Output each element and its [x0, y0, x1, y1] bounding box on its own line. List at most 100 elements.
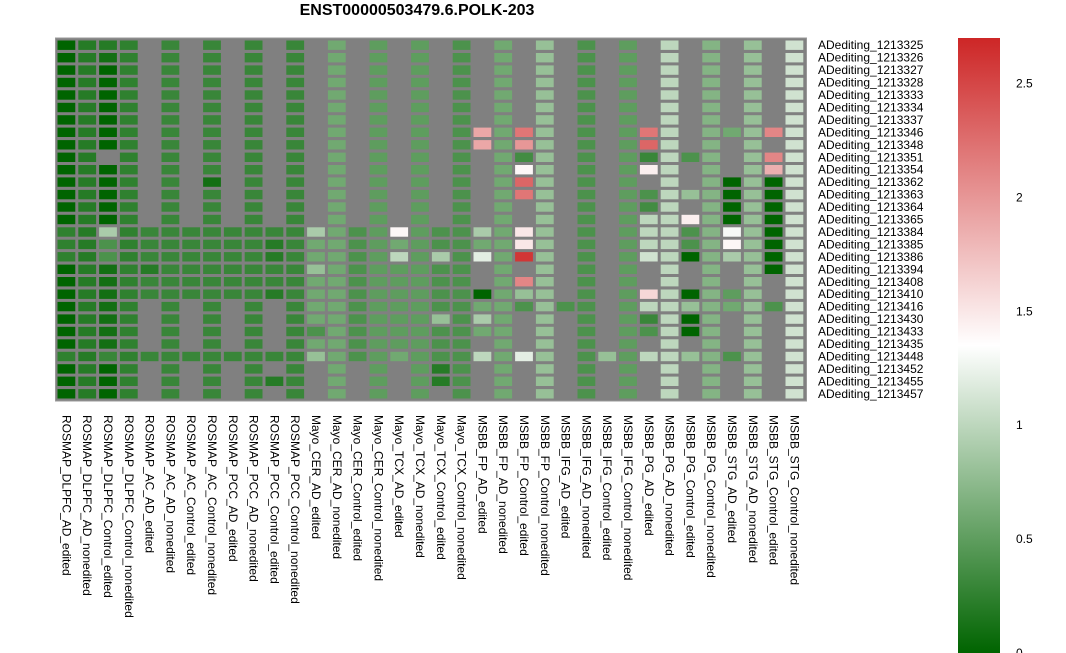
heatmap-cell: [702, 326, 721, 337]
heatmap-cell: [99, 189, 117, 200]
heatmap-cell: [307, 40, 325, 50]
heatmap-cell: [702, 202, 721, 212]
heatmap-cell: [681, 252, 700, 262]
heatmap-cell: [327, 264, 346, 274]
heatmap-cell: [348, 53, 367, 63]
heatmap-cell: [307, 339, 325, 349]
heatmap-cell: [556, 351, 575, 362]
heatmap-cell: [473, 239, 492, 250]
heatmap-cell: [411, 115, 429, 125]
heatmap-cell: [307, 115, 325, 125]
heatmap-cell: [307, 252, 325, 262]
heatmap-cell: [723, 115, 741, 125]
heatmap-cell: [203, 165, 221, 175]
heatmap-cell: [681, 351, 700, 362]
legend-tick-label: 0: [1016, 646, 1023, 653]
heatmap-cell: [577, 202, 596, 212]
heatmap-cell: [223, 202, 242, 212]
heatmap-cell: [494, 364, 513, 374]
heatmap-cell: [265, 65, 284, 75]
heatmap-cell: [743, 277, 762, 287]
heatmap-cell: [535, 351, 554, 362]
heatmap-cell: [78, 189, 97, 200]
heatmap-cell: [78, 227, 97, 237]
heatmap-cell: [723, 165, 741, 175]
heatmap-cell: [639, 165, 658, 175]
heatmap-cell: [473, 90, 492, 100]
heatmap-cell: [494, 264, 513, 274]
row-label: ADediting_1213327: [818, 63, 924, 77]
heatmap-cell: [723, 177, 741, 187]
heatmap-cell: [535, 339, 554, 349]
heatmap-cell: [369, 177, 388, 187]
heatmap-cell: [390, 65, 409, 75]
heatmap-cell: [556, 326, 575, 337]
row-label: ADediting_1213348: [818, 138, 924, 152]
heatmap-cell: [515, 314, 533, 324]
heatmap-cell: [723, 77, 741, 88]
heatmap-cell: [431, 90, 450, 100]
heatmap-cell: [307, 301, 325, 312]
heatmap-cell: [161, 165, 180, 175]
row-label: ADediting_1213351: [818, 150, 924, 164]
heatmap-cell: [119, 202, 138, 212]
heatmap-cell: [556, 301, 575, 312]
heatmap-cell: [411, 165, 429, 175]
heatmap-cell: [515, 65, 533, 75]
heatmap-cell: [681, 202, 700, 212]
heatmap-cell: [764, 165, 783, 175]
heatmap-cell: [723, 389, 741, 399]
heatmap-cell: [140, 152, 159, 162]
heatmap-cell: [452, 289, 471, 299]
heatmap-cell: [307, 214, 325, 225]
heatmap-cell: [577, 90, 596, 100]
heatmap-cell: [577, 314, 596, 324]
heatmap-cell: [785, 40, 804, 50]
heatmap-cell: [161, 364, 180, 374]
heatmap-cell: [57, 289, 76, 299]
heatmap-cell: [57, 364, 76, 374]
heatmap-cell: [431, 264, 450, 274]
heatmap-cell: [535, 389, 554, 399]
heatmap-cell: [57, 115, 76, 125]
heatmap-cell: [577, 277, 596, 287]
heatmap-cell: [182, 214, 201, 225]
heatmap-cell: [182, 314, 201, 324]
heatmap-cell: [723, 289, 741, 299]
heatmap-cell: [723, 202, 741, 212]
heatmap-cell: [473, 376, 492, 386]
heatmap-cell: [598, 127, 617, 137]
heatmap-cell: [327, 115, 346, 125]
heatmap-cell: [743, 90, 762, 100]
heatmap-cell: [639, 115, 658, 125]
heatmap-cell: [598, 90, 617, 100]
row-label: ADediting_1213325: [818, 38, 924, 52]
heatmap-cell: [702, 376, 721, 386]
heatmap-cell: [161, 252, 180, 262]
heatmap-cell: [265, 102, 284, 113]
heatmap-cell: [244, 227, 263, 237]
heatmap-cell: [140, 351, 159, 362]
heatmap-cell: [619, 152, 637, 162]
heatmap-cell: [182, 140, 201, 150]
heatmap-cell: [182, 53, 201, 63]
heatmap-cell: [348, 326, 367, 337]
heatmap-cell: [99, 289, 117, 299]
heatmap-cell: [598, 77, 617, 88]
heatmap-cell: [265, 214, 284, 225]
heatmap-cell: [390, 252, 409, 262]
column-label: ROSMAP_AC_Control_nonedited: [205, 415, 219, 595]
heatmap-cell: [494, 326, 513, 337]
heatmap-cell: [660, 127, 679, 137]
heatmap-cell: [119, 53, 138, 63]
row-label: ADediting_1213365: [818, 213, 924, 227]
heatmap-cell: [348, 165, 367, 175]
heatmap-cell: [639, 202, 658, 212]
heatmap-cell: [556, 140, 575, 150]
heatmap-cell: [119, 376, 138, 386]
heatmap-cell: [452, 165, 471, 175]
heatmap-cell: [369, 289, 388, 299]
heatmap-cell: [577, 165, 596, 175]
heatmap-cell: [327, 227, 346, 237]
heatmap-cell: [473, 214, 492, 225]
